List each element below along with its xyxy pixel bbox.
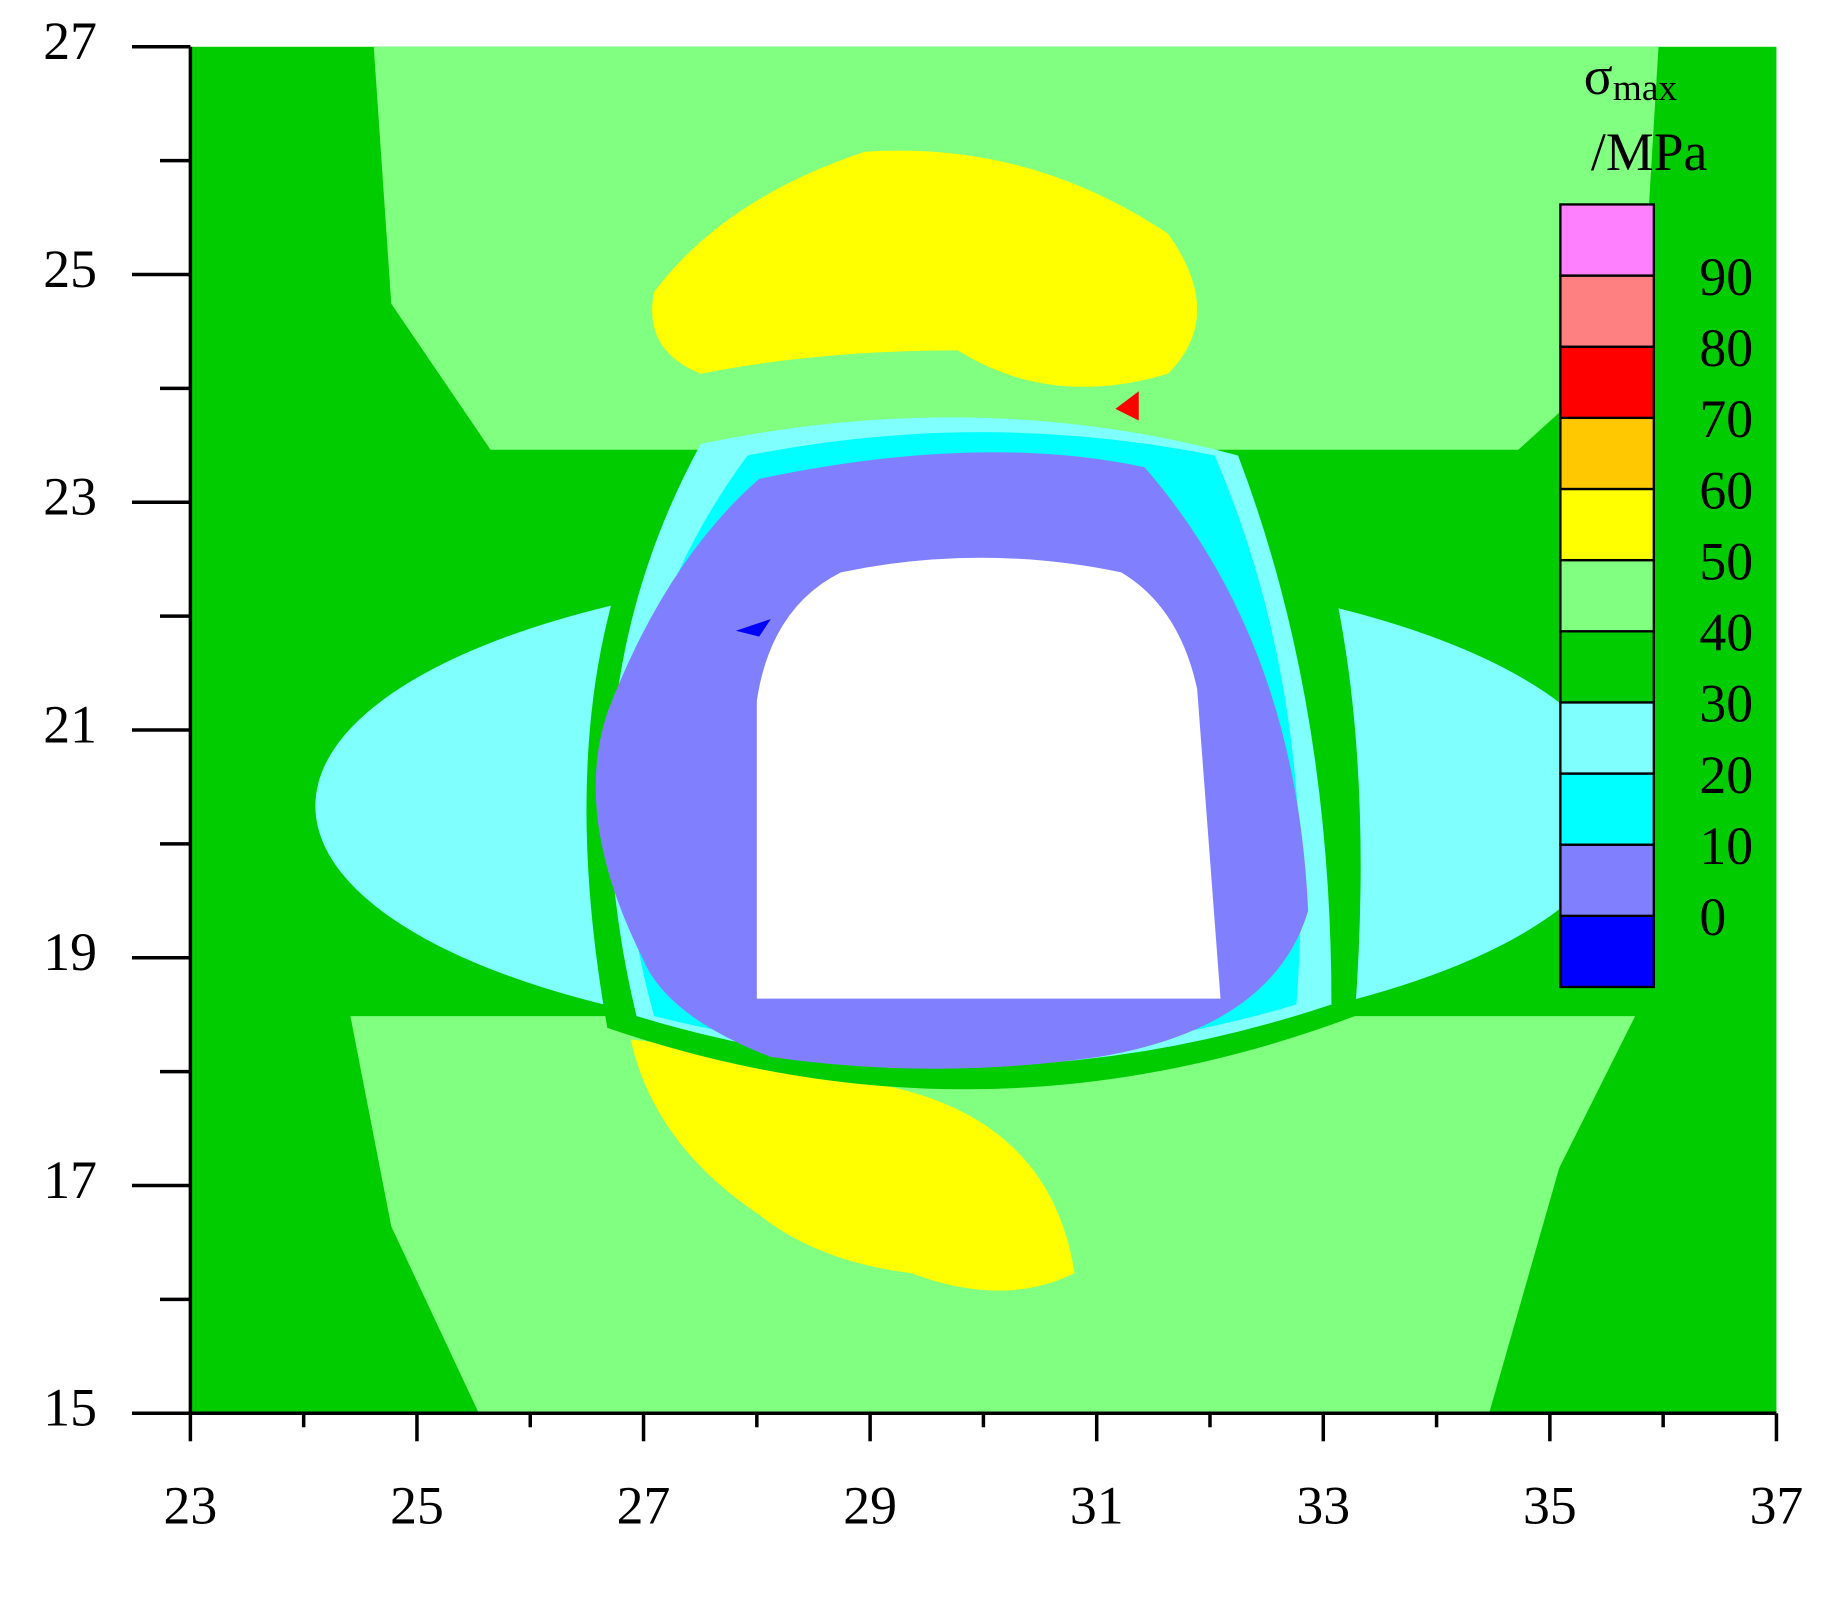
x-tick-label: 29 (843, 1476, 897, 1536)
x-tick-label: 35 (1523, 1476, 1577, 1536)
colorbar-label: 70 (1699, 389, 1753, 449)
colorbar-band (1559, 630, 1655, 704)
contour-region (652, 150, 1198, 387)
y-tick-label: 23 (43, 467, 97, 527)
colorbar-label: 20 (1699, 745, 1753, 805)
y-tick-label: 25 (43, 239, 97, 299)
colorbar-band (1559, 914, 1655, 989)
colorbar-band (1559, 274, 1655, 348)
colorbar-band (1559, 701, 1655, 775)
colorbar-band (1559, 345, 1655, 420)
colorbar-band (1559, 487, 1655, 562)
contour-region (630, 1039, 1075, 1291)
colorbar-title: σmax (1584, 46, 1678, 109)
contour-field (190, 46, 1777, 1414)
x-tick-label: 25 (390, 1476, 444, 1536)
colorbar-band (1559, 558, 1655, 633)
y-tick-label: 27 (43, 11, 97, 71)
x-tick-label: 27 (617, 1476, 671, 1536)
colorbar-symbol: σ (1584, 46, 1613, 106)
x-tick-label: 31 (1070, 1476, 1124, 1536)
colorbar-band (1559, 203, 1655, 277)
contour-region (735, 619, 771, 637)
colorbar-label: 60 (1699, 460, 1753, 520)
colorbar-unit: /MPa (1591, 122, 1708, 182)
colorbar-label: 90 (1699, 247, 1753, 307)
colorbar-label: 0 (1699, 887, 1726, 947)
y-tick-label: 17 (43, 1150, 97, 1210)
contour-region (1115, 391, 1139, 421)
opening (756, 557, 1221, 999)
colorbar-band (1559, 843, 1655, 917)
y-tick-label: 21 (43, 694, 97, 754)
colorbar-label: 10 (1699, 816, 1753, 876)
colorbar-subscript: max (1613, 68, 1678, 109)
x-tick-label: 37 (1750, 1476, 1804, 1536)
colorbar-label: 40 (1699, 603, 1753, 663)
colorbar-label: 80 (1699, 318, 1753, 378)
colorbar-band (1559, 772, 1655, 846)
colorbar-band (1559, 416, 1655, 491)
colorbar-label: 30 (1699, 674, 1753, 734)
y-tick-label: 19 (43, 922, 97, 982)
colorbar: σmax /MPa 0 10 20 30 40 50 60 70 80 90 (1559, 46, 1753, 989)
colorbar-label: 50 (1699, 531, 1753, 591)
x-tick-label: 33 (1296, 1476, 1350, 1536)
x-tick-label: 23 (164, 1476, 218, 1536)
y-tick-label: 15 (43, 1378, 97, 1438)
